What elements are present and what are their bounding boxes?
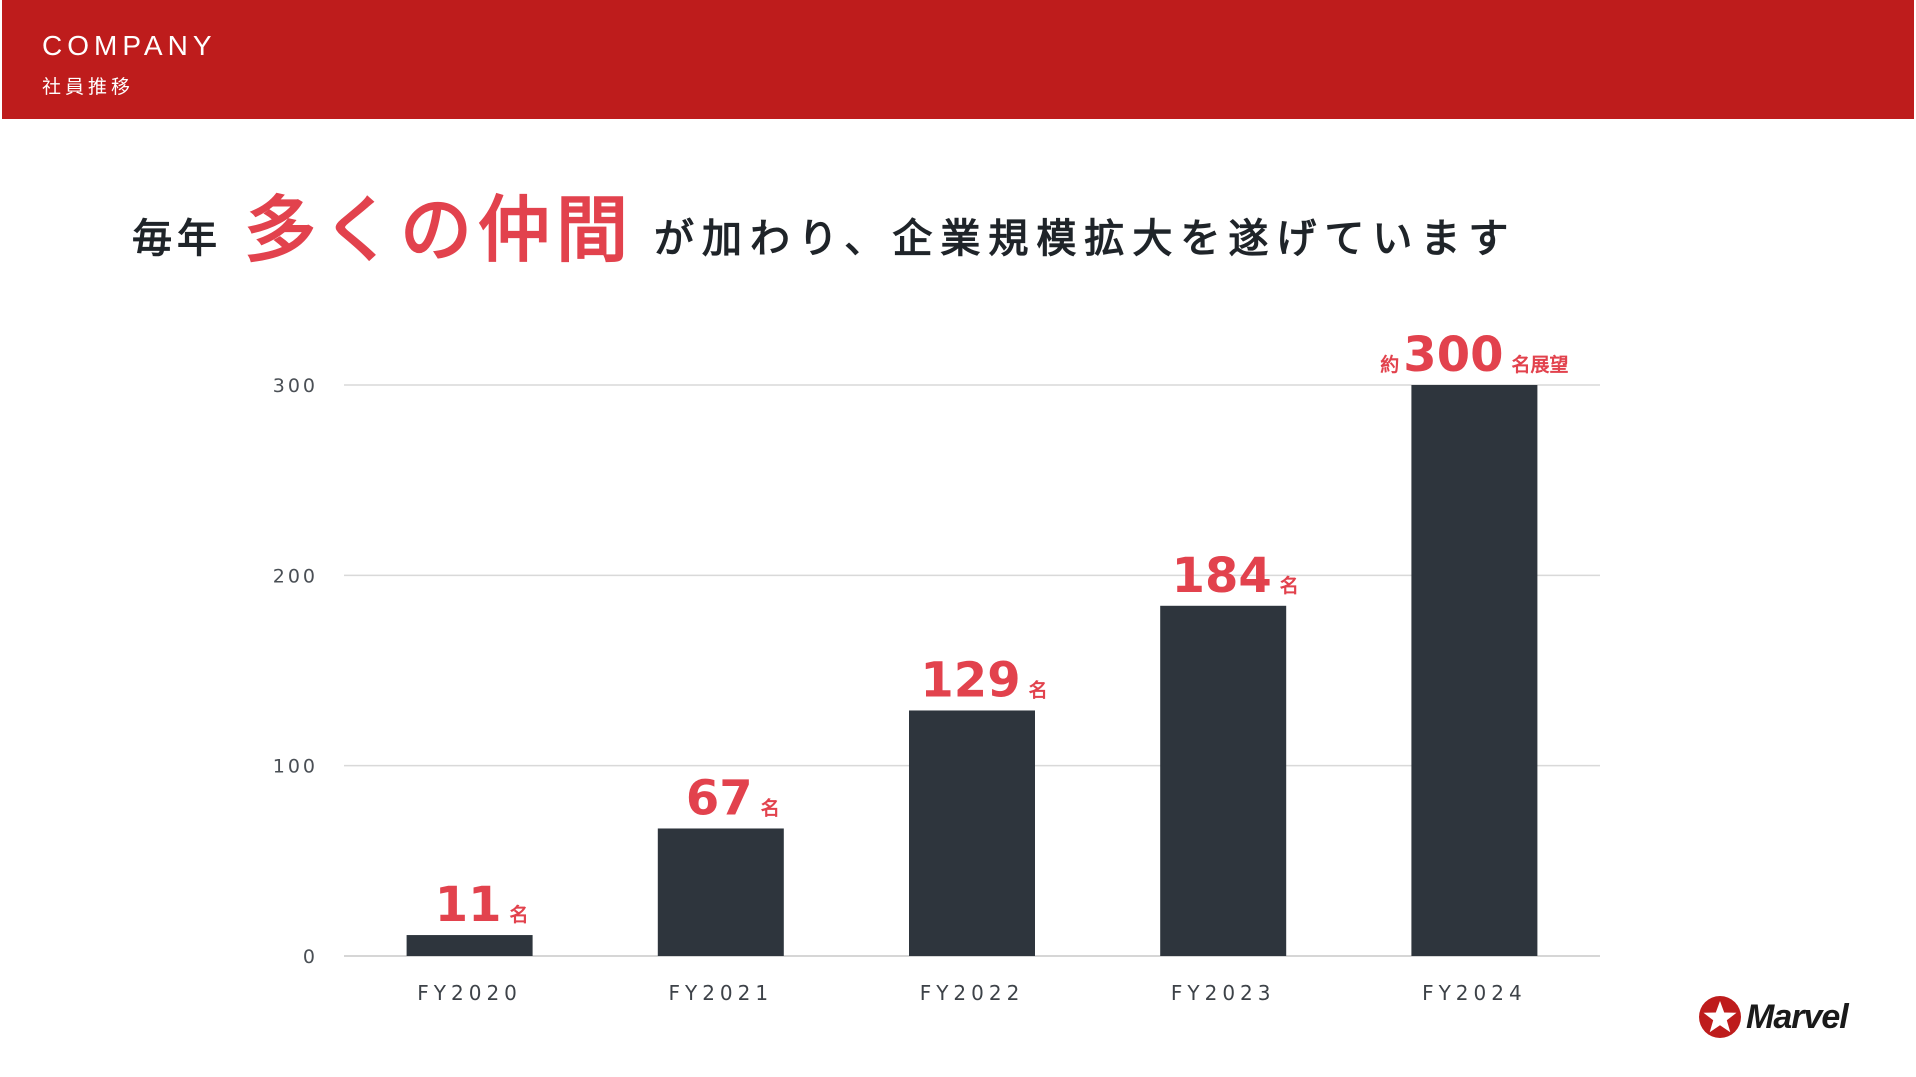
headline-emphasis: 多くの仲間 <box>244 188 635 272</box>
y-tick-label: 100 <box>273 756 318 778</box>
x-axis-ticks: FY2020 FY2021 FY2022 FY2023 FY2024 <box>417 981 1527 1005</box>
marvel-logo: Marvel <box>1698 995 1849 1039</box>
x-tick-label: FY2024 <box>1422 981 1527 1005</box>
y-tick-label: 200 <box>273 565 318 587</box>
x-tick-label: FY2020 <box>417 981 522 1005</box>
bar-fy2024 <box>1411 385 1538 956</box>
x-tick-label: FY2023 <box>1171 981 1276 1005</box>
header-subtitle: 社員推移 <box>42 76 135 98</box>
data-label-fy2022: 129 名 <box>920 652 1047 708</box>
y-tick-label: 0 <box>303 946 318 968</box>
headline: 毎年 多くの仲間 が加わり、企業規模拡大を遂げています <box>132 186 1516 276</box>
headline-prefix: 毎年 <box>132 216 222 262</box>
header-bar: COMPANY 社員推移 <box>2 0 1914 119</box>
data-label-fy2024: 約300 名展望 <box>1380 327 1568 383</box>
x-tick-label: FY2021 <box>668 981 773 1005</box>
data-labels: 11 名 67 名 129 名 184 名 約300 名展望 <box>435 327 1569 933</box>
bar-fy2022 <box>909 710 1035 956</box>
headline-suffix: が加わり、企業規模拡大を遂げています <box>654 216 1517 262</box>
logo-text: Marvel <box>1746 997 1849 1036</box>
y-tick-label: 300 <box>273 375 318 397</box>
data-label-fy2020: 11 名 <box>435 877 529 933</box>
bar-fy2021 <box>657 828 784 956</box>
bar-fy2020 <box>406 935 533 956</box>
y-axis-ticks: 0 100 200 300 <box>273 375 318 968</box>
data-label-fy2021: 67 名 <box>686 770 780 826</box>
x-tick-label: FY2022 <box>920 981 1025 1005</box>
data-label-fy2023: 184 名 <box>1172 548 1299 604</box>
bars <box>406 385 1538 956</box>
bar-fy2023 <box>1160 605 1287 956</box>
header-title: COMPANY <box>42 30 217 61</box>
star-icon <box>1699 996 1741 1038</box>
